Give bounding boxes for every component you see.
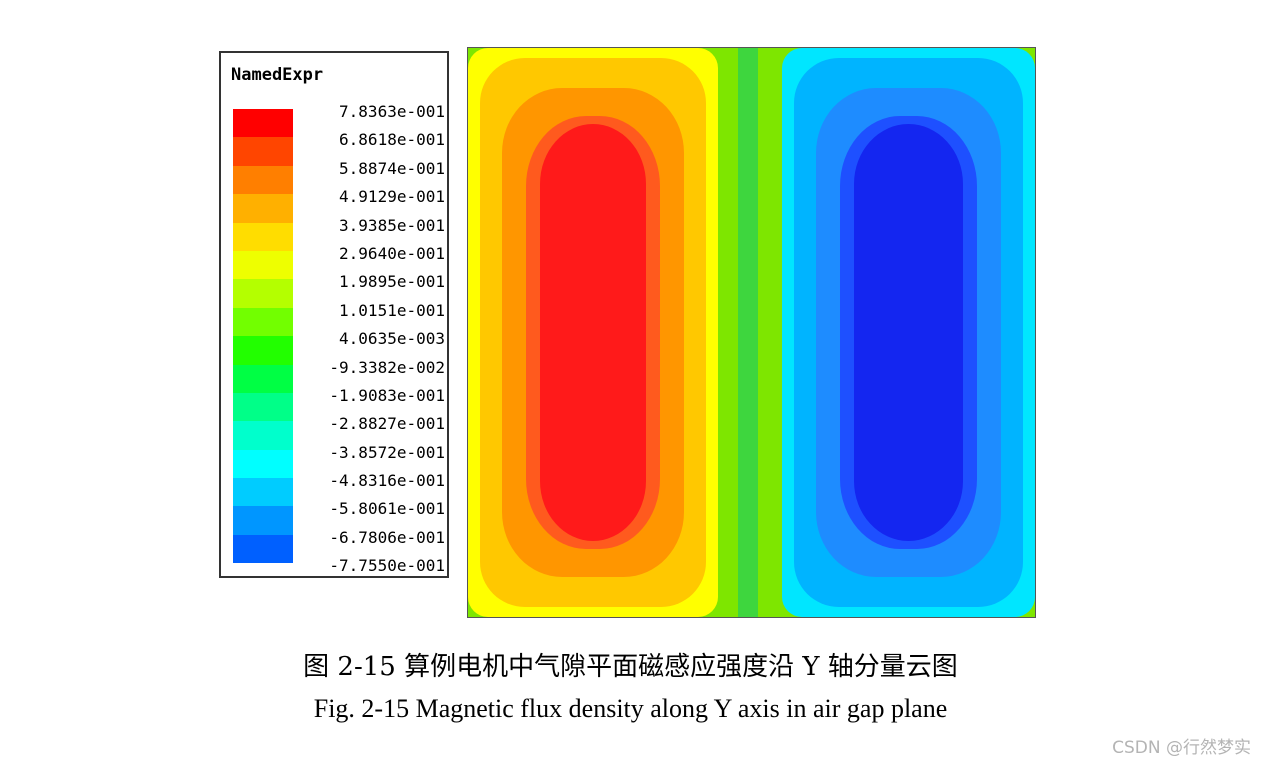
watermark: CSDN @行然梦实 — [1112, 738, 1251, 758]
figure-caption-english: Fig. 2-15 Magnetic flux density along Y … — [313, 694, 948, 723]
legend-tick-label: -6.7806e-001 — [329, 527, 445, 547]
legend-swatch — [233, 392, 293, 422]
legend-swatch — [233, 534, 293, 564]
legend-tick-label: -7.7550e-001 — [329, 556, 445, 576]
contour-plot-svg — [468, 48, 1035, 617]
contour-plot — [467, 47, 1036, 618]
legend-labels: 7.8363e-001 6.8618e-001 5.8874e-001 4.9129e… — [299, 98, 445, 581]
center-band — [738, 48, 758, 617]
legend-tick-label: -9.3382e-002 — [329, 357, 445, 377]
positive-flux-region — [468, 48, 718, 617]
legend-tick-label: 4.9129e-001 — [339, 187, 445, 207]
legend-tick-label: -1.9083e-001 — [329, 385, 445, 405]
legend-swatch — [233, 165, 293, 195]
contour-band — [854, 124, 963, 541]
legend-swatch — [233, 250, 293, 280]
legend-tick-label: 1.0151e-001 — [339, 300, 445, 320]
legend-swatch — [233, 449, 293, 479]
legend-swatch — [233, 336, 293, 365]
legend-tick-label: 6.8618e-001 — [339, 130, 445, 150]
legend-tick-label: 1.9895e-001 — [339, 272, 445, 292]
negative-flux-region — [782, 48, 1035, 617]
legend-tick-label: 7.8363e-001 — [339, 102, 445, 121]
legend-tick-label: -3.8572e-001 — [329, 442, 445, 462]
legend-tick-label: -5.8061e-001 — [329, 499, 445, 519]
legend-swatch — [233, 506, 293, 535]
color-legend: NamedExpr 7.8363e-001 6.8618e-001 5.8874e-… — [219, 51, 449, 578]
legend-tick-label: 5.8874e-001 — [339, 158, 445, 178]
legend-tick-label: -2.8827e-001 — [329, 414, 445, 434]
legend-tick-label: -4.8316e-001 — [329, 471, 445, 491]
legend-swatch — [233, 109, 293, 138]
legend-swatch — [233, 222, 293, 251]
legend-swatch — [233, 137, 293, 166]
legend-swatch — [233, 279, 293, 308]
figure-caption-chinese: 图 2-15 算例电机中气隙平面磁感应强度沿 Y 轴分量云图 — [303, 652, 958, 682]
legend-swatch — [233, 478, 293, 507]
legend-swatch — [233, 194, 293, 223]
legend-tick-label: 3.9385e-001 — [339, 215, 445, 235]
legend-swatch — [233, 364, 293, 393]
contour-band — [540, 124, 646, 541]
legend-swatch — [233, 307, 293, 337]
legend-tick-label: 4.0635e-003 — [339, 329, 445, 349]
legend-tick-label: 2.9640e-001 — [339, 243, 445, 263]
legend-swatches — [233, 109, 293, 564]
legend-title: NamedExpr — [231, 65, 324, 85]
legend-swatch — [233, 421, 293, 450]
